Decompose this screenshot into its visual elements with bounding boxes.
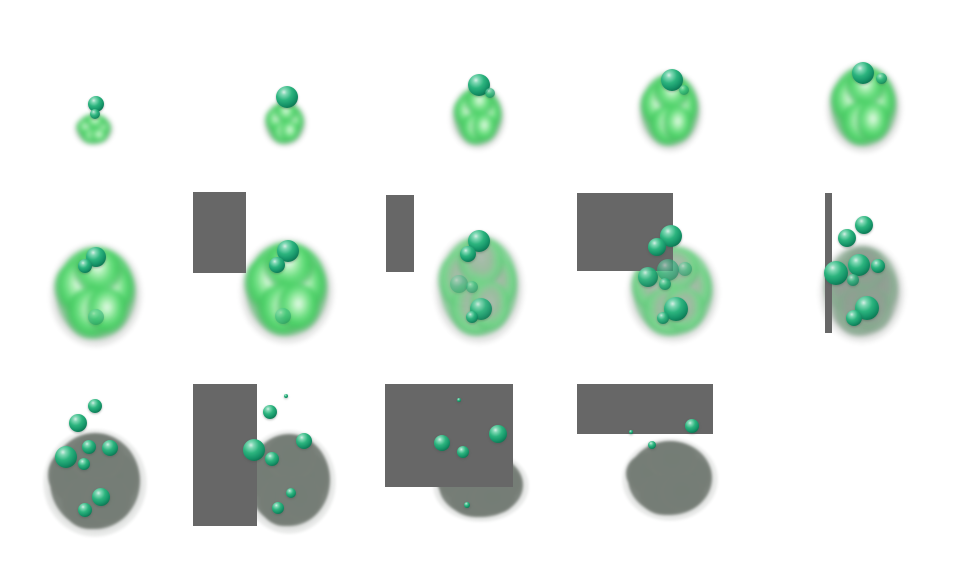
droplet-bubble: [485, 88, 495, 98]
occluder-rect: [386, 195, 414, 272]
droplet-bubble: [846, 310, 862, 326]
droplet-bubble: [78, 259, 92, 273]
droplet-bubble: [88, 309, 104, 325]
droplet-bubble: [88, 96, 104, 112]
droplet-bubble: [263, 405, 277, 419]
droplet-bubble: [468, 74, 490, 96]
droplet-bubble: [657, 312, 669, 324]
droplet-bubble: [296, 433, 312, 449]
droplet-bubble: [848, 254, 870, 276]
puff-lobe: [856, 102, 891, 142]
puff-lobe: [274, 102, 298, 124]
droplet-bubble: [838, 229, 856, 247]
droplet-bubble: [657, 259, 679, 281]
droplet-bubble: [661, 69, 683, 91]
droplet-bubble: [847, 274, 859, 286]
droplet-bubble: [457, 398, 461, 402]
droplet-bubble: [78, 503, 92, 517]
droplet-bubble: [638, 267, 658, 287]
puff-lobe: [70, 433, 125, 482]
droplet-bubble: [272, 502, 284, 514]
droplet-bubble: [460, 246, 476, 262]
puff-lobe: [86, 288, 128, 335]
droplet-bubble: [648, 238, 666, 256]
puff-lobe: [277, 284, 320, 332]
droplet-bubble: [265, 452, 279, 466]
puff-lobe: [89, 127, 108, 143]
droplet-bubble: [92, 488, 110, 506]
occluder-rect: [193, 192, 246, 273]
droplet-bubble: [685, 419, 699, 433]
droplet-bubble: [466, 311, 478, 323]
droplet-bubble: [464, 502, 470, 508]
droplet-bubble: [275, 308, 291, 324]
droplet-bubble: [82, 440, 96, 454]
droplet-bubble: [55, 446, 77, 468]
puff-lobe: [84, 114, 106, 130]
puff-lobe: [472, 113, 498, 143]
droplet-bubble: [678, 262, 692, 276]
droplet-bubble: [284, 394, 288, 398]
droplet-bubble: [78, 458, 90, 470]
puff-lobe: [663, 106, 694, 143]
droplet-bubble: [286, 488, 296, 498]
droplet-bubble: [468, 230, 490, 252]
droplet-bubble: [852, 62, 874, 84]
droplet-bubble: [434, 435, 450, 451]
droplet-bubble: [88, 399, 102, 413]
puff-lobe: [659, 474, 704, 512]
droplet-bubble: [679, 85, 689, 95]
droplet-bubble: [457, 446, 469, 458]
droplet-bubble: [489, 425, 507, 443]
droplet-bubble: [659, 278, 671, 290]
droplet-bubble: [269, 257, 285, 273]
droplet-bubble: [875, 72, 887, 84]
droplet-bubble: [69, 414, 87, 432]
droplet-bubble: [243, 439, 265, 461]
puff-lobe: [279, 475, 322, 522]
puff-lobe: [646, 441, 698, 479]
droplet-bubble: [102, 440, 118, 456]
puff-lobe: [280, 120, 301, 142]
droplet-bubble: [648, 441, 656, 449]
droplet-bubble: [871, 259, 885, 273]
droplet-bubble: [450, 275, 468, 293]
droplet-bubble: [90, 109, 100, 119]
occluder-rect: [577, 193, 673, 271]
droplet-bubble: [277, 240, 299, 262]
droplet-bubble: [855, 216, 873, 234]
puff-lobe: [470, 481, 515, 514]
droplet-bubble: [824, 261, 848, 285]
droplet-bubble: [466, 281, 478, 293]
droplet-bubble: [276, 86, 298, 108]
droplet-bubble: [660, 225, 682, 247]
droplet-bubble: [629, 430, 633, 434]
